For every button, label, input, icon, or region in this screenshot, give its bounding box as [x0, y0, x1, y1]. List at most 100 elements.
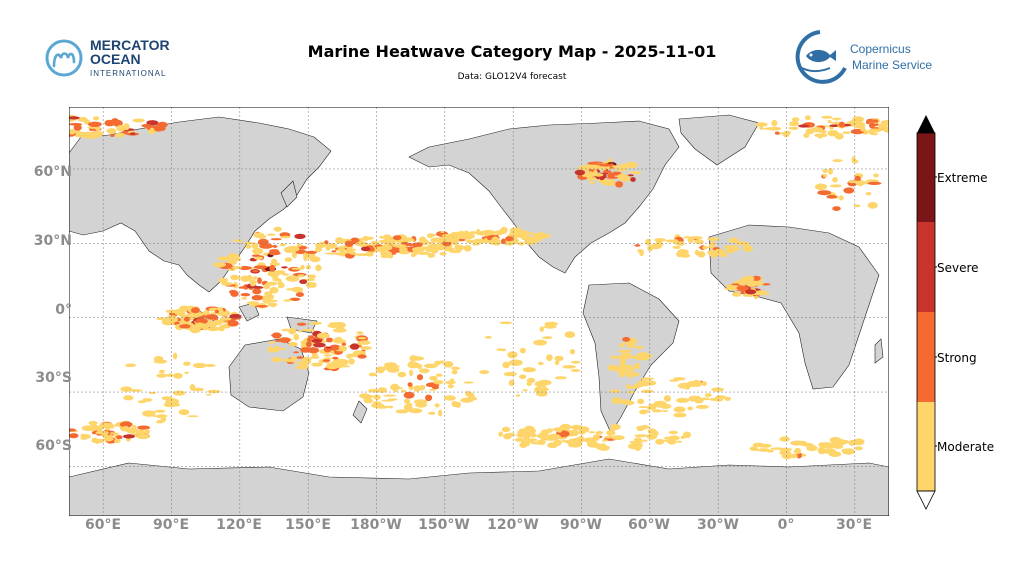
heatwave-patch — [620, 174, 631, 182]
heatwave-patch — [324, 252, 338, 255]
heatwave-patch — [251, 286, 264, 289]
heatwave-patch — [609, 389, 621, 393]
heatwave-patch — [228, 253, 238, 256]
heatwave-patch — [218, 277, 228, 284]
heatwave-patch — [588, 431, 596, 434]
heatwave-patch — [800, 442, 814, 447]
heatwave-patch — [378, 239, 388, 244]
heatwave-patch — [156, 317, 168, 321]
heatwave-patch — [268, 341, 276, 344]
heatwave-patch — [463, 245, 472, 252]
heatwave-patch — [514, 438, 525, 442]
heatwave-patch — [240, 293, 251, 297]
heatwave-patch — [468, 231, 477, 235]
heatwave-patch — [257, 277, 262, 284]
heatwave-patch — [411, 246, 425, 253]
heatwave-patch — [241, 297, 247, 300]
heatwave-patch — [91, 424, 98, 427]
heatwave-patch — [779, 447, 793, 452]
heatwave-patch — [865, 179, 880, 183]
heatwave-patch — [444, 380, 456, 385]
heatwave-patch — [161, 396, 173, 401]
heatwave-patch — [676, 397, 690, 403]
heatwave-patch — [279, 243, 286, 247]
heatwave-patch — [148, 412, 155, 415]
heatwave-patch — [634, 244, 641, 247]
heatwave-patch — [157, 121, 168, 128]
heatwave-patch — [774, 131, 780, 135]
heatwave-patch — [742, 245, 753, 252]
heatwave-patch — [270, 238, 282, 241]
heatwave-patch — [179, 324, 191, 329]
heatwave-patch — [505, 432, 516, 437]
heatwave-patch — [677, 382, 691, 389]
heatwave-patch — [207, 321, 213, 326]
heatwave-patch — [107, 128, 117, 134]
heatwave-patch — [606, 176, 619, 179]
heatwave-patch — [668, 430, 679, 435]
heatwave-patch — [634, 434, 649, 438]
colorbar — [916, 115, 937, 510]
mercator-line3: INTERNATIONAL — [90, 69, 166, 78]
heatwave-patch — [229, 289, 238, 294]
heatwave-patch — [600, 179, 611, 185]
heatwave-patch — [711, 387, 724, 392]
heatwave-patch — [268, 294, 275, 298]
heatwave-patch — [252, 276, 258, 280]
heatwave-patch — [407, 382, 413, 387]
mercator-logo: MERCATOR OCEAN INTERNATIONAL — [44, 36, 194, 84]
heatwave-patch — [137, 400, 147, 404]
heatwave-patch — [628, 443, 640, 450]
heatwave-patch — [676, 251, 684, 258]
heatwave-patch — [232, 239, 243, 242]
colorbar-label-severe: Severe — [937, 261, 979, 275]
heatwave-patch — [195, 318, 208, 325]
heatwave-patch — [571, 439, 576, 447]
heatwave-patch — [676, 440, 683, 443]
heatwave-patch — [368, 372, 378, 377]
heatwave-patch — [702, 245, 708, 250]
lon-label-0: 0° — [777, 517, 795, 533]
heatwave-patch — [271, 332, 282, 339]
heatwave-patch — [122, 426, 129, 429]
heatwave-patch — [847, 180, 859, 184]
heatwave-patch — [111, 118, 119, 122]
heatwave-patch — [822, 168, 828, 174]
heatwave-patch — [231, 266, 243, 270]
heatwave-patch — [627, 355, 633, 359]
heatwave-patch — [500, 226, 508, 234]
heatwave-patch — [791, 117, 800, 122]
heatwave-patch — [438, 409, 443, 417]
heatwave-patch — [361, 236, 370, 241]
heatwave-patch — [408, 369, 414, 376]
heatwave-patch — [790, 440, 804, 446]
heatwave-patch — [528, 438, 538, 442]
land-greenland — [678, 114, 760, 166]
heatwave-patch — [519, 442, 528, 448]
heatwave-patch — [695, 404, 709, 409]
heatwave-patch — [407, 408, 418, 412]
heatwave-patch — [624, 161, 638, 169]
heatwave-patch — [838, 195, 844, 201]
heatwave-patch — [794, 447, 802, 455]
heatwave-patch — [296, 356, 304, 359]
heatwave-patch — [673, 406, 686, 413]
heatwave-patch — [296, 243, 302, 247]
heatwave-patch — [618, 372, 627, 376]
heatwave-patch — [339, 250, 346, 257]
heatwave-patch — [428, 411, 436, 415]
heatwave-patch — [880, 120, 888, 124]
lon-label-30e: 30°E — [835, 517, 873, 533]
heatwave-patch — [540, 429, 550, 435]
heatwave-patch — [479, 370, 490, 375]
heatwave-patch — [355, 253, 370, 257]
heatwave-patch — [501, 426, 511, 433]
heatwave-patch — [588, 164, 602, 170]
heatwave-patch — [668, 435, 680, 441]
heatwave-patch — [286, 245, 300, 253]
heatwave-patch — [492, 240, 501, 246]
heatwave-patch — [207, 389, 221, 394]
heatwave-patch — [91, 439, 104, 444]
heatwave-patch — [155, 421, 164, 424]
heatwave-patch — [556, 427, 563, 433]
